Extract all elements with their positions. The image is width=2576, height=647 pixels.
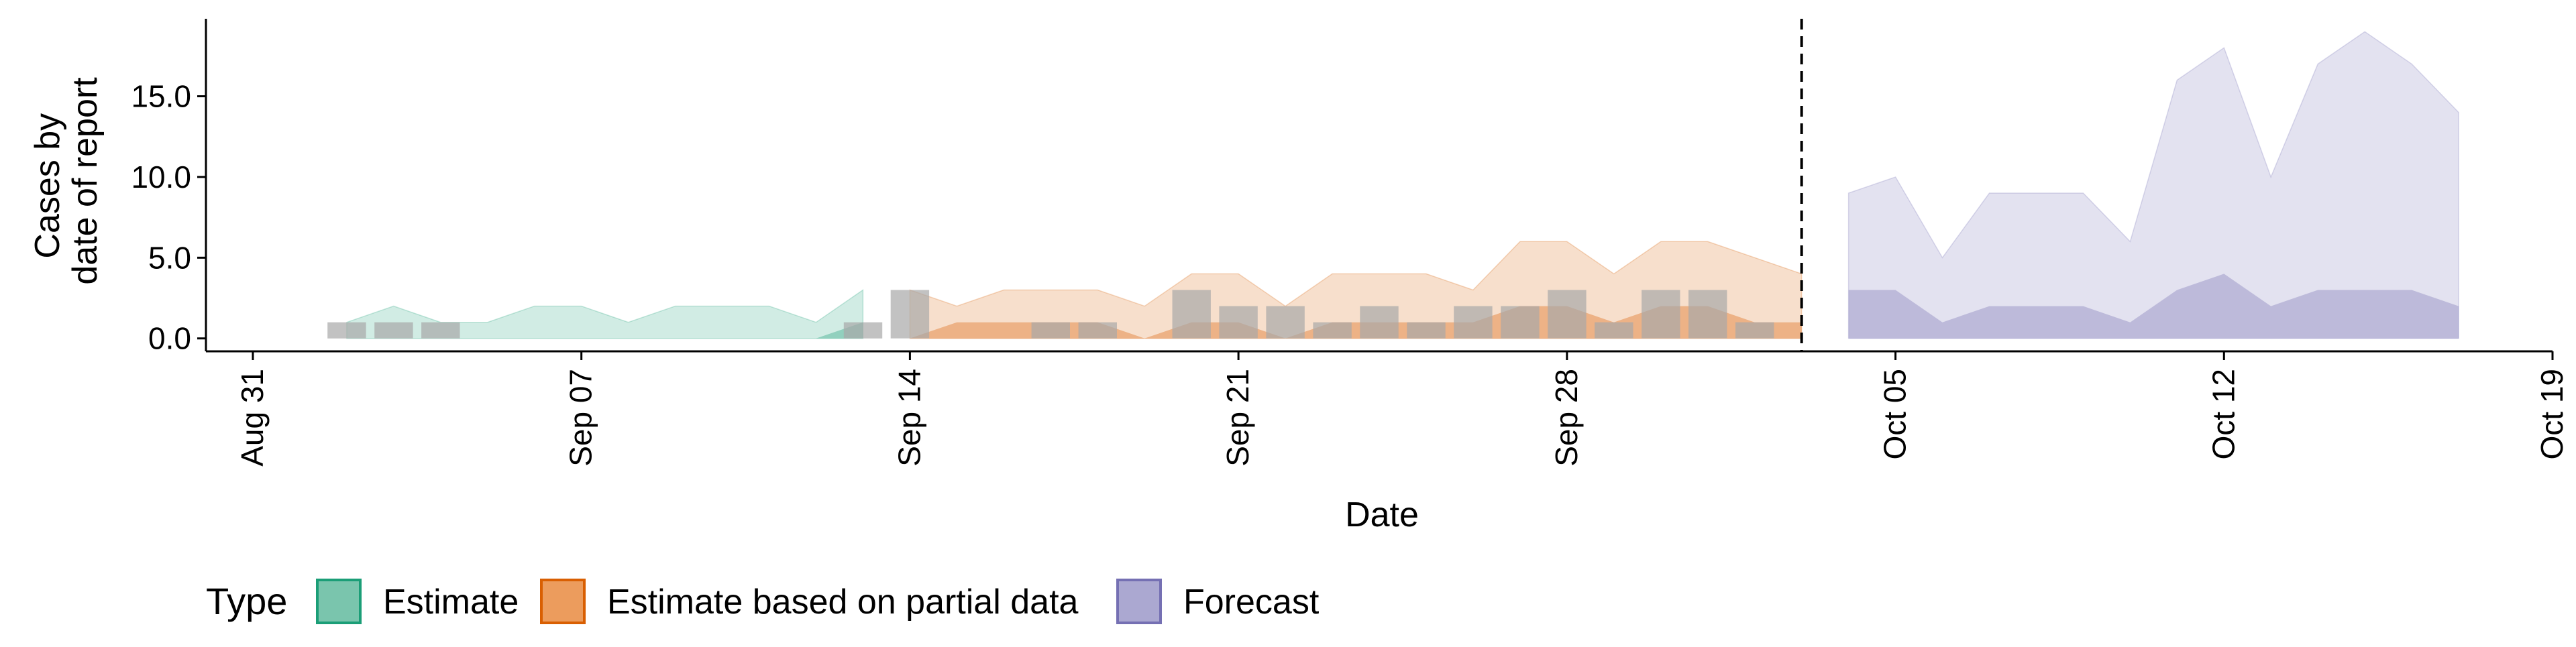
x-tick-label: Sep 21 xyxy=(1220,369,1255,467)
ribbon-inner-forecast xyxy=(1848,274,2459,339)
reported-cases-bar xyxy=(1548,290,1587,339)
reported-cases-bar xyxy=(1642,290,1680,339)
reported-cases-bar xyxy=(1407,322,1446,339)
x-axis-title: Date xyxy=(1345,495,1419,534)
y-axis-title-line-1: Cases by xyxy=(28,113,67,259)
reported-cases-bar xyxy=(374,322,413,339)
legend-key-forecast xyxy=(1116,579,1162,624)
reported-cases-bar xyxy=(1360,306,1399,339)
y-tick-label: 15.0 xyxy=(131,79,191,114)
y-axis-title: Cases by date of report xyxy=(28,77,105,285)
reported-cases-bar xyxy=(890,290,930,339)
y-tick-label: 0.0 xyxy=(148,321,191,356)
x-tick-label: Sep 28 xyxy=(1549,369,1584,467)
y-tick-label: 5.0 xyxy=(148,240,191,275)
axes: 0.0 5.0 10.0 15.0 Aug 31 Sep 07 Sep 14 Sep 21 S… xyxy=(131,19,2569,467)
y-axis-ticks: 0.0 5.0 10.0 15.0 xyxy=(131,79,206,356)
x-axis-ticks: Aug 31 Sep 07 Sep 14 Sep 21 Sep 28 Oct 05 Oct … xyxy=(235,351,2569,467)
legend: Type Estimate Estimate based on partial d… xyxy=(206,579,1320,624)
legend-label-estimate-based-on-partial-data: Estimate based on partial data xyxy=(607,583,1079,622)
x-tick-label: Oct 12 xyxy=(2206,369,2241,460)
legend-key-estimate-based-on-partial-data xyxy=(540,579,586,624)
reported-cases-bar xyxy=(1219,306,1258,339)
legend-title: Type xyxy=(206,580,287,622)
reported-cases-bar xyxy=(1031,322,1070,339)
plot-area xyxy=(327,19,2459,351)
reported-cases-bar xyxy=(1735,322,1774,339)
reported-cases-bar xyxy=(1313,322,1352,339)
x-tick-label: Aug 31 xyxy=(235,369,270,467)
reported-cases-bar xyxy=(1501,306,1540,339)
y-axis-title-line-2: date of report xyxy=(66,77,105,285)
reported-cases-bar xyxy=(1688,290,1727,339)
reported-cases-bar xyxy=(421,322,460,339)
reported-cases-bar xyxy=(1266,306,1305,339)
x-tick-label: Oct 05 xyxy=(1878,369,1913,460)
reported-cases-bar xyxy=(1078,322,1117,339)
x-tick-label: Sep 07 xyxy=(564,369,598,467)
legend-label-estimate: Estimate xyxy=(383,583,519,622)
x-tick-label: Oct 19 xyxy=(2534,369,2569,460)
y-tick-label: 10.0 xyxy=(131,160,191,194)
legend-key-estimate xyxy=(316,579,362,624)
reported-cases-bar xyxy=(327,322,366,339)
x-tick-label: Sep 14 xyxy=(892,369,926,467)
ribbon-outer-forecast xyxy=(1847,31,2459,339)
legend-label-forecast: Forecast xyxy=(1183,583,1320,622)
reported-cases-bar xyxy=(843,322,883,339)
reported-cases-bar xyxy=(1595,322,1633,339)
reported-cases-bar xyxy=(1454,306,1493,339)
reported-cases-bar xyxy=(1172,290,1211,339)
